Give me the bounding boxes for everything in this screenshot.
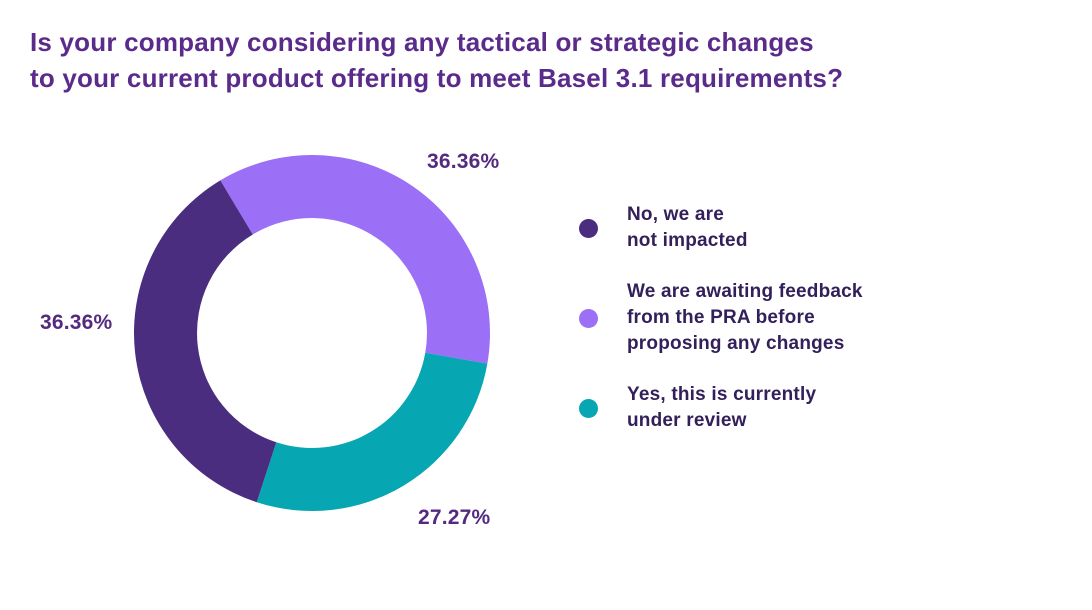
value-label-under-review: 27.27% bbox=[418, 506, 491, 529]
value-label-not-impacted: 36.36% bbox=[40, 311, 113, 334]
donut-segment-2 bbox=[133, 180, 277, 503]
chart-legend: No, we are not impacted We are awaiting … bbox=[579, 202, 863, 434]
legend-item-awaiting-feedback: We are awaiting feedback from the PRA be… bbox=[579, 279, 863, 357]
legend-swatch-not-impacted bbox=[579, 218, 598, 238]
donut-chart: 36.36% 36.36% 27.27% bbox=[0, 103, 560, 563]
legend-label-not-impacted: No, we are not impacted bbox=[627, 204, 748, 251]
donut-chart-svg bbox=[133, 154, 490, 511]
page-title: Is your company considering any tactical… bbox=[30, 27, 844, 93]
value-label-awaiting-feedback: 36.36% bbox=[427, 150, 500, 173]
donut-segment-1 bbox=[256, 352, 488, 511]
legend-label-under-review: Yes, this is currently under review bbox=[627, 384, 817, 431]
legend-item-under-review: Yes, this is currently under review bbox=[579, 382, 863, 434]
legend-swatch-awaiting-feedback bbox=[579, 308, 598, 328]
legend-label-awaiting-feedback: We are awaiting feedback from the PRA be… bbox=[627, 281, 863, 354]
legend-swatch-under-review bbox=[579, 398, 598, 418]
donut-segment-0 bbox=[220, 154, 490, 364]
legend-item-not-impacted: No, we are not impacted bbox=[579, 202, 863, 254]
